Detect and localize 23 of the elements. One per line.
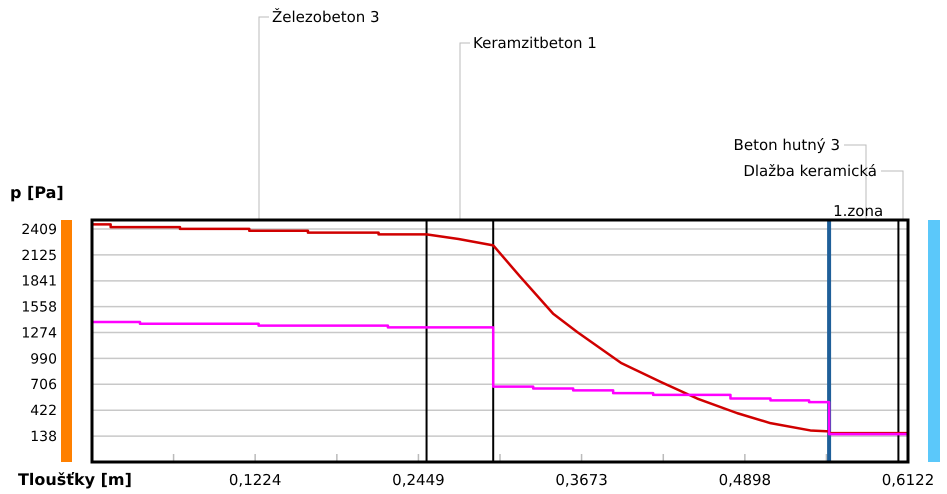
x-tick-label: 0,2449 [392, 471, 445, 489]
y-tick-label: 1558 [21, 300, 57, 316]
ref-line-label: 1.zona [833, 202, 884, 220]
y-tick-label: 990 [30, 351, 57, 368]
text: Beton hutný 3 [734, 136, 840, 154]
line-series [90, 320, 910, 436]
y-tick-label: 2409 [21, 222, 57, 238]
y-tick-label: 422 [30, 403, 57, 420]
x-axis-title: Tloušťky [m] [18, 470, 132, 489]
text: Keramzitbeton 1 [473, 34, 597, 52]
text: Dlažba keramická [743, 162, 877, 180]
y-tick-label: 2125 [21, 248, 57, 264]
line-series [90, 223, 910, 434]
x-tick-label: 0,6122 [882, 471, 934, 489]
y-axis-title: p [Pa] [10, 183, 64, 202]
text: Železobeton 3 [272, 8, 380, 26]
y-tick-label: 1274 [21, 325, 58, 342]
y-tick-label: 706 [30, 377, 58, 394]
y-tick-label: 1841 [21, 274, 57, 290]
x-tick-label: 0,1224 [228, 471, 282, 489]
x-tick-label: 0,4898 [718, 471, 772, 489]
y-tick-label: 138 [30, 429, 57, 446]
x-tick-label: 0,3673 [555, 471, 608, 489]
